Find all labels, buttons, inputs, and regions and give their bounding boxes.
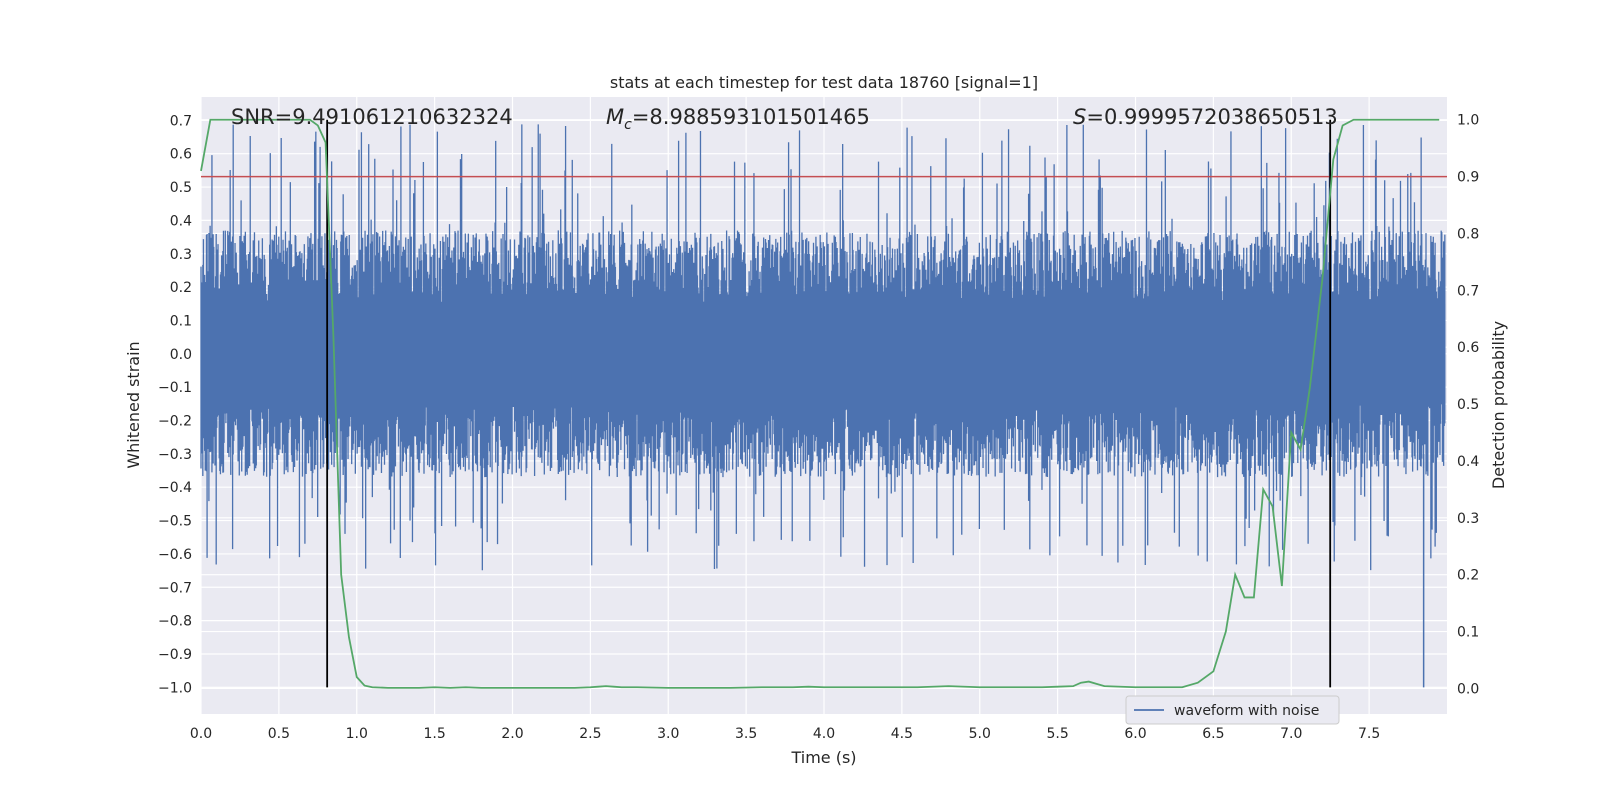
x-tick-label-13: 6.5	[1202, 726, 1224, 742]
x-tick-label-3: 1.5	[423, 726, 445, 742]
x-tick-label-6: 3.0	[657, 726, 679, 742]
y-left-tick-label-8: −0.1	[158, 380, 192, 396]
y-right-tick-label-2: 0.8	[1457, 226, 1479, 242]
detection-stat-annotation: S=0.9999572038650513	[1073, 105, 1338, 129]
y-left-tick-label-6: 0.1	[170, 313, 192, 329]
x-tick-label-4: 2.0	[501, 726, 523, 742]
y-left-tick-label-12: −0.5	[158, 514, 192, 530]
chirp-mass-symbol: M	[606, 105, 624, 129]
legend-box	[1125, 695, 1340, 725]
y-left-tick-label-17: −1.0	[158, 680, 192, 696]
detection-probability-line	[200, 118, 1440, 689]
y-right-tick-label-8: 0.2	[1457, 568, 1479, 584]
x-tick-label-11: 5.5	[1046, 726, 1068, 742]
y-left-tick-label-9: −0.2	[158, 414, 192, 430]
y-right-tick-label-1: 0.9	[1457, 170, 1479, 186]
snr-annotation: SNR=9.491061210632324	[231, 105, 513, 129]
y-right-axis-label: Detection probability	[1489, 321, 1508, 489]
legend: waveform with noise	[1125, 695, 1340, 725]
y-left-tick-label-4: 0.3	[170, 247, 192, 263]
chirp-mass-value: =8.988593101501465	[632, 105, 870, 129]
y-right-tick-label-3: 0.7	[1457, 283, 1479, 299]
x-tick-label-10: 5.0	[969, 726, 991, 742]
waveform-core-band	[201, 303, 1446, 404]
y-left-tick-label-2: 0.5	[170, 180, 192, 196]
chirp-mass-subscript: c	[624, 117, 632, 133]
y-left-axis-label: Whitened strain	[124, 341, 143, 468]
detection-stat-symbol: S	[1073, 105, 1086, 129]
y-right-tick-label-5: 0.5	[1457, 397, 1479, 413]
chart-title: stats at each timestep for test data 187…	[610, 73, 1038, 92]
y-right-tick-label-10: 0.0	[1457, 681, 1479, 697]
y-left-tick-label-16: −0.9	[158, 647, 192, 663]
x-tick-label-1: 0.5	[268, 726, 290, 742]
detection-stat-value: =0.9999572038650513	[1086, 105, 1337, 129]
y-right-tick-label-6: 0.4	[1457, 454, 1479, 470]
y-left-tick-label-0: 0.7	[170, 113, 192, 129]
x-tick-label-12: 6.0	[1124, 726, 1146, 742]
y-left-tick-label-10: −0.3	[158, 447, 192, 463]
y-right-tick-label-4: 0.6	[1457, 340, 1479, 356]
y-right-tick-label-0: 1.0	[1457, 113, 1479, 129]
x-tick-label-0: 0.0	[190, 726, 212, 742]
x-tick-label-9: 4.5	[891, 726, 913, 742]
y-left-tick-label-1: 0.6	[170, 147, 192, 163]
y-left-tick-label-7: 0.0	[170, 347, 192, 363]
x-tick-label-5: 2.5	[579, 726, 601, 742]
x-tick-label-2: 1.0	[346, 726, 368, 742]
x-tick-label-7: 3.5	[735, 726, 757, 742]
x-tick-label-14: 7.0	[1280, 726, 1302, 742]
y-right-tick-labels: 1.0 0.9 0.8 0.7 0.6 0.5 0.4 0.3 0.2 0.1 0.0	[1457, 113, 1479, 698]
y-left-tick-label-13: −0.6	[158, 547, 192, 563]
y-right-tick-label-7: 0.3	[1457, 511, 1479, 527]
y-left-tick-label-5: 0.2	[170, 280, 192, 296]
x-tick-labels: 0.0 0.5 1.0 1.5 2.0 2.5 3.0 3.5 4.0 4.5 5.0 5.5 6.0 6…	[190, 726, 1380, 742]
waveform-series	[200, 124, 1446, 688]
y-right-tick-label-9: 0.1	[1457, 625, 1479, 641]
chirp-mass-annotation: Mc=8.988593101501465	[606, 105, 870, 133]
legend-label: waveform with noise	[1174, 703, 1319, 719]
x-tick-label-8: 4.0	[813, 726, 835, 742]
x-tick-label-15: 7.5	[1358, 726, 1380, 742]
y-left-tick-label-3: 0.4	[170, 213, 192, 229]
y-left-tick-label-15: −0.8	[158, 614, 192, 630]
x-axis-label: Time (s)	[790, 748, 856, 767]
y-left-tick-label-11: −0.4	[158, 480, 192, 496]
y-left-tick-labels: 0.7 0.6 0.5 0.4 0.3 0.2 0.1 0.0 −0.1 −0.2 −0.3 −0.4…	[158, 113, 192, 696]
y-left-tick-label-14: −0.7	[158, 580, 192, 596]
